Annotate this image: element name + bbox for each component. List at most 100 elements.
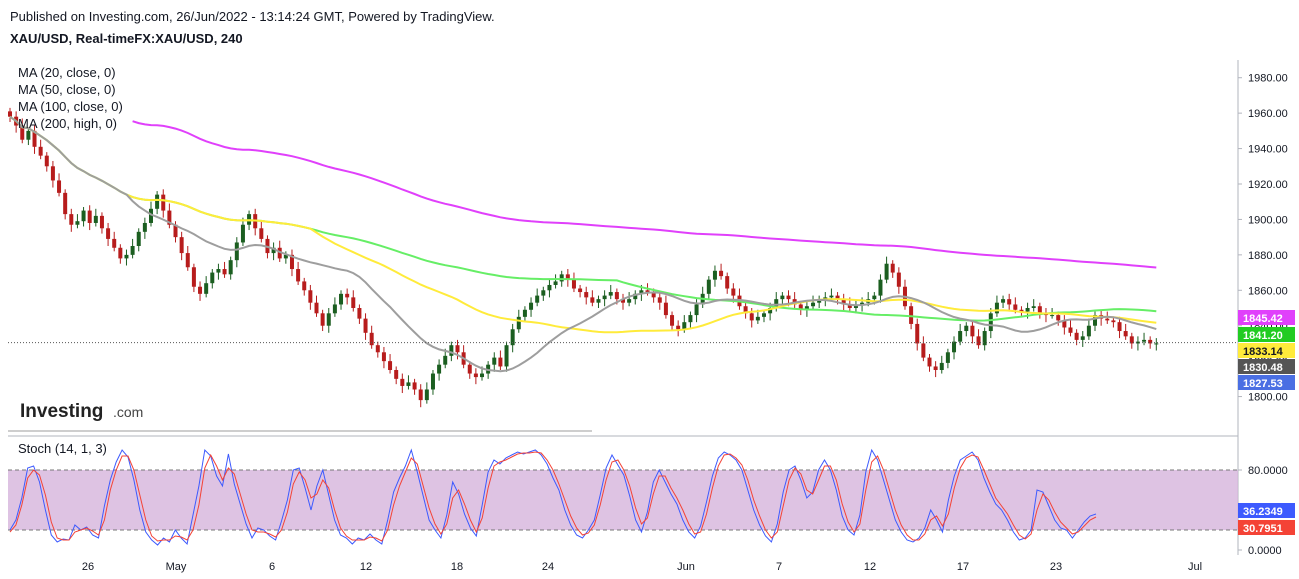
candle-body	[69, 214, 74, 225]
candle-body	[657, 297, 662, 303]
candle-body	[712, 270, 717, 280]
candle-body	[50, 166, 55, 181]
candle-body	[1025, 308, 1030, 312]
candle-body	[504, 345, 509, 367]
candle-body	[234, 242, 239, 261]
moving-averages-layer	[8, 115, 1238, 373]
price-label: 1830.48	[1238, 359, 1295, 374]
candle-body	[964, 325, 969, 332]
price-label-text: 1841.20	[1243, 330, 1283, 342]
price-label: 1827.53	[1238, 375, 1295, 390]
candle-body	[639, 290, 644, 294]
candle-body	[804, 306, 809, 310]
symbol-title: XAU/USD, Real-timeFX:XAU/USD, 240	[10, 31, 243, 46]
candle-body	[339, 293, 344, 305]
candle-body	[99, 215, 104, 229]
candle-body	[706, 279, 711, 294]
candle-body	[112, 238, 117, 248]
logo-main: Investing	[20, 401, 103, 422]
candle-body	[443, 355, 448, 365]
stoch-value-text: 36.2349	[1243, 506, 1283, 518]
price-tick-label: 1860.00	[1248, 285, 1288, 297]
ma50-line	[9, 115, 1157, 334]
candle-body	[148, 208, 153, 223]
candle-body	[473, 373, 478, 378]
ma100-line	[9, 115, 1157, 322]
candle-body	[694, 304, 699, 316]
ma200-line	[132, 120, 1157, 269]
candle-body	[878, 279, 883, 296]
candle-body	[755, 316, 760, 321]
candle-body	[780, 295, 785, 300]
ma-legend: MA (20, close, 0) MA (50, close, 0) MA (10…	[18, 65, 123, 131]
candle-body	[363, 318, 368, 333]
candle-body	[719, 270, 724, 277]
candle-body	[565, 274, 570, 280]
price-tick-label: 1900.00	[1248, 214, 1288, 226]
ma20-line	[9, 115, 1157, 373]
candle-body	[884, 263, 889, 280]
candle-body	[283, 254, 288, 259]
candle-body	[198, 286, 203, 294]
stoch-d-line	[9, 451, 1097, 542]
candle-body	[388, 361, 393, 370]
candle-body	[915, 323, 920, 344]
candle-body	[798, 304, 803, 310]
candle-body	[682, 322, 687, 330]
price-label-bg	[1238, 375, 1295, 390]
candle-body	[602, 295, 607, 300]
candle-body	[93, 215, 98, 223]
candle-body	[191, 267, 196, 287]
candle-body	[663, 302, 668, 316]
candle-body	[81, 210, 86, 222]
candle-body	[976, 336, 981, 346]
candle-body	[369, 332, 374, 346]
candle-body	[20, 125, 25, 140]
price-label-text: 1827.53	[1243, 378, 1283, 390]
candle-body	[596, 299, 601, 303]
candle-body	[1148, 339, 1153, 344]
candle-body	[921, 343, 926, 358]
candle-body	[204, 283, 209, 294]
candle-body	[1093, 315, 1098, 326]
price-label-bg	[1238, 327, 1295, 342]
candle-body	[455, 345, 460, 353]
price-label-bg	[1238, 359, 1295, 374]
candle-body	[314, 302, 319, 314]
candle-body	[418, 389, 423, 401]
price-label-text: 1833.14	[1243, 346, 1284, 358]
candle-body	[571, 279, 576, 289]
candle-body	[240, 224, 245, 243]
candle-body	[1001, 299, 1006, 303]
candle-body	[1086, 325, 1091, 337]
candle-body	[8, 111, 12, 117]
candle-body	[1123, 331, 1128, 337]
price-label-text: 1845.42	[1243, 313, 1283, 325]
candle-body	[345, 293, 350, 298]
candle-body	[400, 378, 405, 386]
stoch-value-bg	[1238, 503, 1295, 518]
candle-body	[939, 362, 944, 370]
stoch-tick-label: 80.0000	[1248, 465, 1288, 477]
candle-body	[381, 352, 386, 362]
candle-body	[289, 254, 294, 270]
price-label: 1833.14	[1238, 343, 1295, 358]
candle-body	[277, 247, 282, 259]
candle-body	[106, 228, 111, 239]
candle-body	[222, 269, 227, 275]
candle-body	[547, 284, 552, 291]
candle-body	[296, 269, 301, 282]
candle-body	[958, 331, 963, 342]
price-tick-label: 1960.00	[1248, 108, 1288, 120]
candle-body	[817, 299, 822, 303]
candle-body	[449, 345, 454, 356]
candle-body	[608, 292, 613, 296]
stochastic-pane: Stoch (14, 1, 3) 80.0000 0.0000 36.2349 30.7…	[8, 441, 1295, 557]
candle-body	[731, 288, 736, 296]
candle-body	[811, 302, 816, 307]
candle-body	[749, 313, 754, 321]
time-tick-label: Jul	[1188, 561, 1202, 573]
legend-item: MA (200, high, 0)	[18, 116, 117, 131]
candle-body	[167, 210, 172, 225]
